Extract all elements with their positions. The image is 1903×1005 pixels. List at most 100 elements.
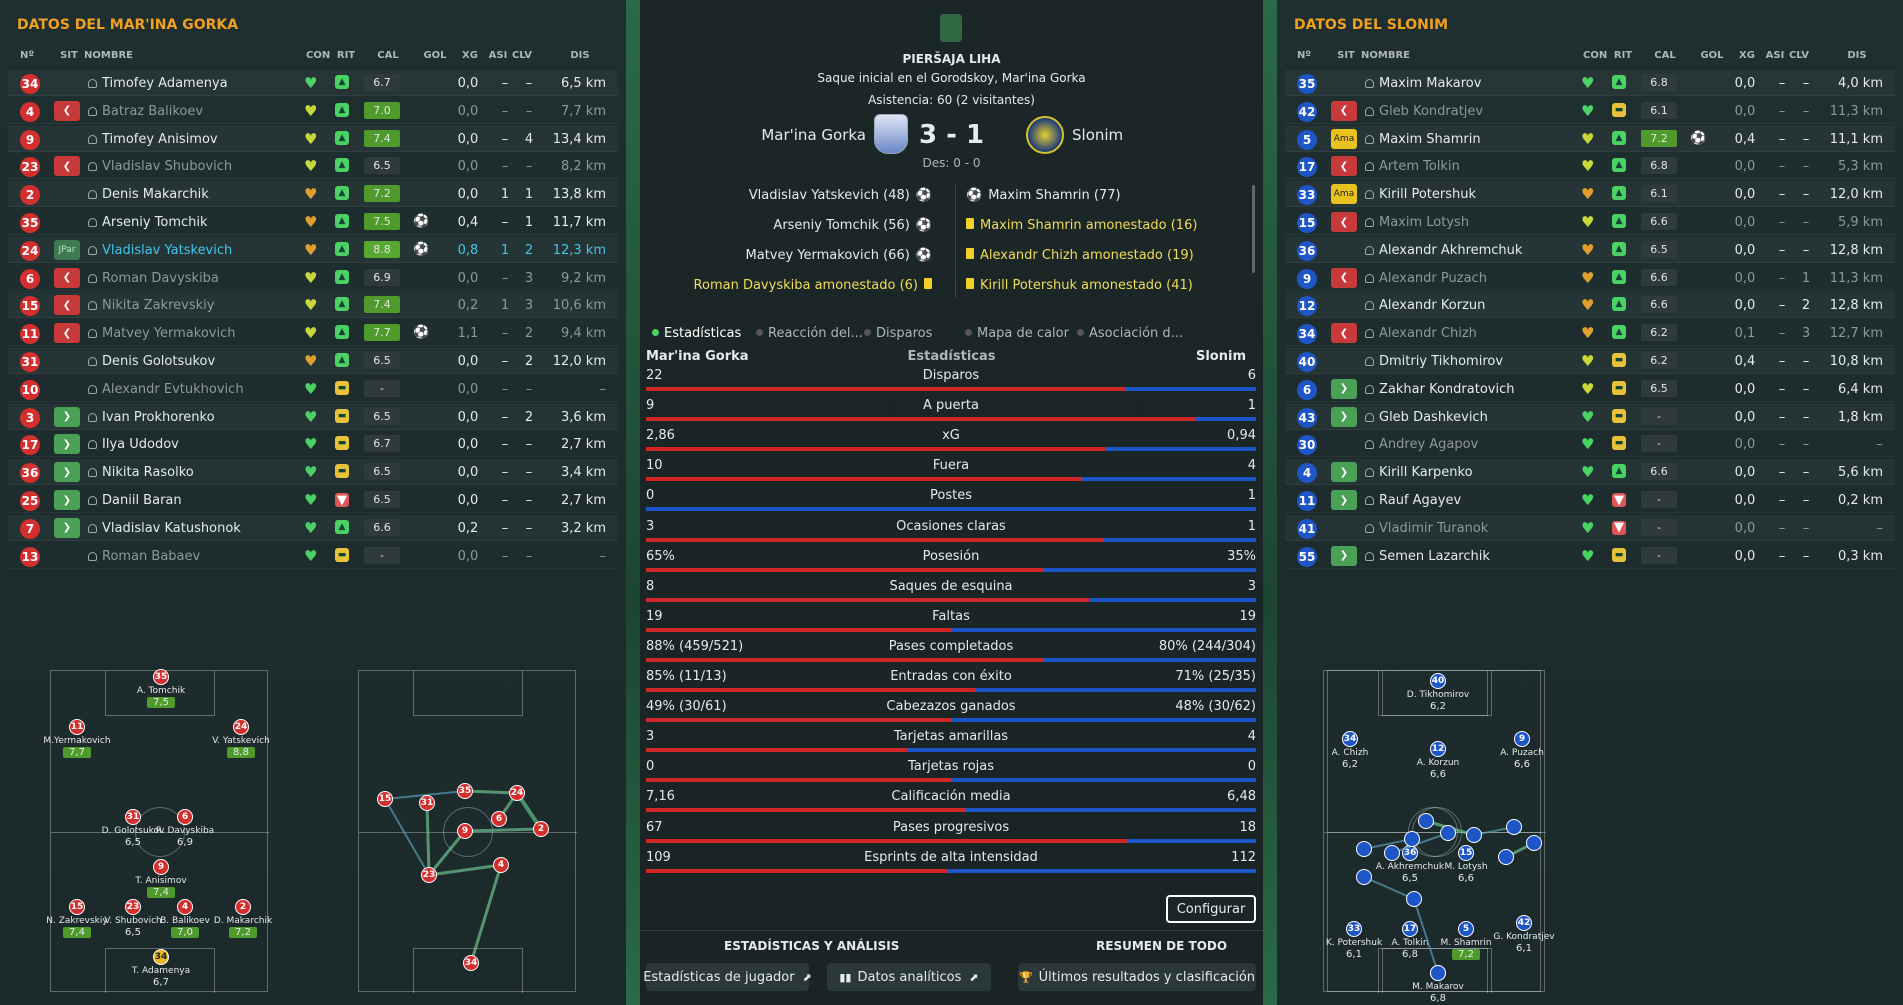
player-row[interactable]: 35 Maxim Makarov ♥ ▲ 6.8 0,0 – – 4,0 km [1285, 70, 1895, 96]
player-name[interactable]: Denis Golotsukov [88, 354, 215, 369]
pass-network-node[interactable] [1356, 841, 1372, 857]
player-name[interactable]: Andrey Agapov [1365, 437, 1478, 452]
player-row[interactable]: 12 Alexandr Korzun ♥ ▲ 6.6 0,0 –2 12,8 km [1285, 292, 1895, 319]
player-row[interactable]: 4 ❯ Kirill Karpenko ♥ ▲ 6.6 0,0 – – 5,6 km [1285, 459, 1895, 486]
formation-player-marker[interactable]: 42 [1516, 915, 1532, 931]
player-row[interactable]: 41 Vladimir Turanok ♥ ▼ -0,0– – – [1285, 515, 1895, 541]
col-header-dis[interactable]: DIS [570, 50, 590, 61]
player-row[interactable]: 30 Andrey Agapov ♥ ▬ -0,0– – – [1285, 431, 1895, 458]
col-header-asi[interactable]: ASI [488, 50, 508, 61]
player-name[interactable]: Denis Makarchik [88, 187, 209, 202]
away-event[interactable]: Alexandr Chizh amonestado (19) [966, 248, 1194, 263]
player-row[interactable]: 6 ❯ Zakhar Kondratovich ♥ ▬ 6.5 0,0 – – 6,4 km [1285, 376, 1895, 402]
player-row[interactable]: 36 Alexandr Akhremchuk ♥ ▲ 6.5 0,0 – – 12,8 km [1285, 237, 1895, 263]
player-row[interactable]: 35 Arseniy Tomchik ♥ ▲ 7.5 ⚽ 0,4 –1 11,7 km [8, 209, 618, 235]
away-event[interactable]: Kirill Potershuk amonestado (41) [966, 278, 1193, 293]
formation-player-marker[interactable]: 4 [177, 899, 193, 915]
player-name[interactable]: Ilya Udodov [88, 437, 179, 452]
player-row[interactable]: 5 Ama Maxim Shamrin ♥ ▲ 7.2 ⚽ 0,4 – – 11,1 km [1285, 126, 1895, 152]
tab-0[interactable]: Estadísticas [652, 326, 741, 341]
col-header-gol[interactable]: GOL [423, 50, 447, 61]
player-name[interactable]: Roman Babaev [88, 549, 200, 564]
player-name[interactable]: Vladimir Turanok [1365, 521, 1488, 536]
formation-player-marker[interactable]: 17 [1402, 921, 1418, 937]
col-header-dis[interactable]: DIS [1847, 50, 1867, 61]
formation-player-marker[interactable]: 34 [1342, 731, 1358, 747]
formation-player-marker[interactable]: 9 [1514, 731, 1530, 747]
player-row[interactable]: 43 ❯ Gleb Dashkevich ♥ ▬ - 0,0 – – 1,8 km [1285, 404, 1895, 430]
player-name[interactable]: Gleb Dashkevich [1365, 410, 1488, 425]
player-name[interactable]: Timofey Anisimov [88, 132, 218, 147]
player-name[interactable]: Zakhar Kondratovich [1365, 382, 1514, 397]
player-name[interactable]: Daniil Baran [88, 493, 182, 508]
player-name[interactable]: Nikita Rasolko [88, 465, 194, 480]
player-row[interactable]: 11 ❮ Matvey Yermakovich ♥ ▲ 7.7 ⚽ 1,1 –2 9,4 km [8, 320, 618, 347]
away-event[interactable]: Maxim Shamrin amonestado (16) [966, 218, 1197, 233]
events-scrollbar[interactable] [1252, 185, 1255, 273]
pass-network-node[interactable] [1498, 849, 1514, 865]
pass-network-node[interactable]: 4 [493, 857, 509, 873]
player-name[interactable]: Timofey Adamenya [88, 76, 228, 91]
col-header-num[interactable]: Nº [19, 50, 34, 61]
league-name[interactable]: PIERŠAJA LIHA [902, 52, 1001, 66]
formation-player-marker[interactable]: 40 [1430, 673, 1446, 689]
away-event[interactable]: ⚽ Maxim Shamrin (77) [966, 188, 1121, 203]
pass-network-node[interactable] [1440, 825, 1456, 841]
home-event[interactable]: Roman Davyskiba amonestado (6) [694, 278, 932, 293]
player-name[interactable]: Maxim Shamrin [1365, 132, 1481, 147]
player-row[interactable]: 15 ❮ Nikita Zakrevskiy ♥ ▲ 7.4 0,2 1 3 10,6 km [8, 292, 618, 319]
pass-network-node[interactable]: 35 [457, 783, 473, 799]
player-name[interactable]: Semen Lazarchik [1365, 549, 1490, 564]
formation-player-marker[interactable]: 23 [125, 899, 141, 915]
player-row[interactable]: 17 ❯ Ilya Udodov ♥ ▬ 6.7 0,0 – – 2,7 km [8, 431, 618, 458]
tab-4[interactable]: Asociación d... [1077, 326, 1183, 341]
col-header-xg[interactable]: XG [462, 50, 478, 61]
pass-network-node[interactable] [1384, 845, 1400, 861]
pass-network-node[interactable]: 2 [533, 821, 549, 837]
player-row[interactable]: 9 Timofey Anisimov ♥ ▲ 7.4 0,0 –4 13,4 km [8, 126, 618, 152]
pass-network-node[interactable] [1418, 813, 1434, 829]
player-name[interactable]: Maxim Lotysh [1365, 215, 1469, 230]
tab-1[interactable]: Reacción del... [756, 326, 863, 341]
player-name[interactable]: Ivan Prokhorenko [88, 410, 215, 425]
configure-button[interactable]: Configurar [1166, 895, 1256, 923]
home-team-crest-icon[interactable] [874, 114, 908, 154]
home-event[interactable]: Matvey Yermakovich (66) ⚽ [746, 248, 932, 263]
player-name[interactable]: Roman Davyskiba [88, 271, 219, 286]
tab-3[interactable]: Mapa de calor [965, 326, 1069, 341]
player-row[interactable]: 13 Roman Babaev ♥ ▬ -0,0– – – [8, 543, 618, 569]
player-name[interactable]: Alexandr Puzach [1365, 271, 1487, 286]
player-row[interactable]: 42 ❮ Gleb Kondratjev ♥ ▬ 6.1 0,0 – – 11,3 km [1285, 98, 1895, 124]
formation-player-marker[interactable]: 6 [177, 809, 193, 825]
formation-player-marker[interactable]: 31 [125, 809, 141, 825]
player-name[interactable]: Vladislav Shubovich [88, 159, 232, 174]
player-name[interactable]: Alexandr Akhremchuk [1365, 243, 1522, 258]
player-name[interactable]: Kirill Karpenko [1365, 465, 1473, 480]
player-name[interactable]: Rauf Agayev [1365, 493, 1461, 508]
formation-player-marker[interactable]: 24 [233, 719, 249, 735]
pass-network-node[interactable] [1406, 891, 1422, 907]
player-row[interactable]: 2 Denis Makarchik ♥ ▲ 7.2 0,0 1 1 13,8 km [8, 181, 618, 208]
player-row[interactable]: 25 ❯ Daniil Baran ♥ ▼ 6.5 0,0 – – 2,7 km [8, 487, 618, 513]
player-row[interactable]: 23 ❮ Vladislav Shubovich ♥ ▲ 6.5 0,0 – – 8,2 km [8, 153, 618, 180]
col-header-asi[interactable]: ASI [1765, 50, 1785, 61]
pass-network-node[interactable]: 9 [457, 823, 473, 839]
player-name[interactable]: Vladislav Yatskevich [88, 243, 232, 258]
formation-player-marker[interactable]: 34 [153, 949, 169, 965]
player-row[interactable]: 17 ❮ Artem Tolkin ♥ ▲ 6.8 0,0 – – 5,3 km [1285, 153, 1895, 180]
home-event[interactable]: Vladislav Yatskevich (48) ⚽ [749, 188, 932, 203]
player-row[interactable]: 31 Denis Golotsukov ♥ ▲ 6.5 0,0 –2 12,0 km [8, 348, 618, 374]
col-header-clv[interactable]: CLV [1788, 50, 1810, 61]
player-name[interactable]: Alexandr Evtukhovich [88, 382, 244, 397]
player-name[interactable]: Arseniy Tomchik [88, 215, 208, 230]
pass-network-node[interactable]: 23 [421, 867, 437, 883]
player-name[interactable]: Nikita Zakrevskiy [88, 298, 214, 313]
home-event[interactable]: Arseniy Tomchik (56) ⚽ [773, 218, 932, 233]
col-header-name[interactable]: NOMBRE [84, 50, 133, 61]
tab-2[interactable]: Disparos [864, 326, 932, 341]
player-row[interactable]: 6 ❮ Roman Davyskiba ♥ ▲ 6.9 0,0 –3 9,2 km [8, 265, 618, 291]
away-team-crest-icon[interactable] [1026, 116, 1064, 154]
player-name[interactable]: Gleb Kondratjev [1365, 104, 1483, 119]
col-header-cal[interactable]: CAL [377, 50, 399, 61]
results-button[interactable]: 🏆 Últimos resultados y clasificación [1018, 963, 1256, 991]
